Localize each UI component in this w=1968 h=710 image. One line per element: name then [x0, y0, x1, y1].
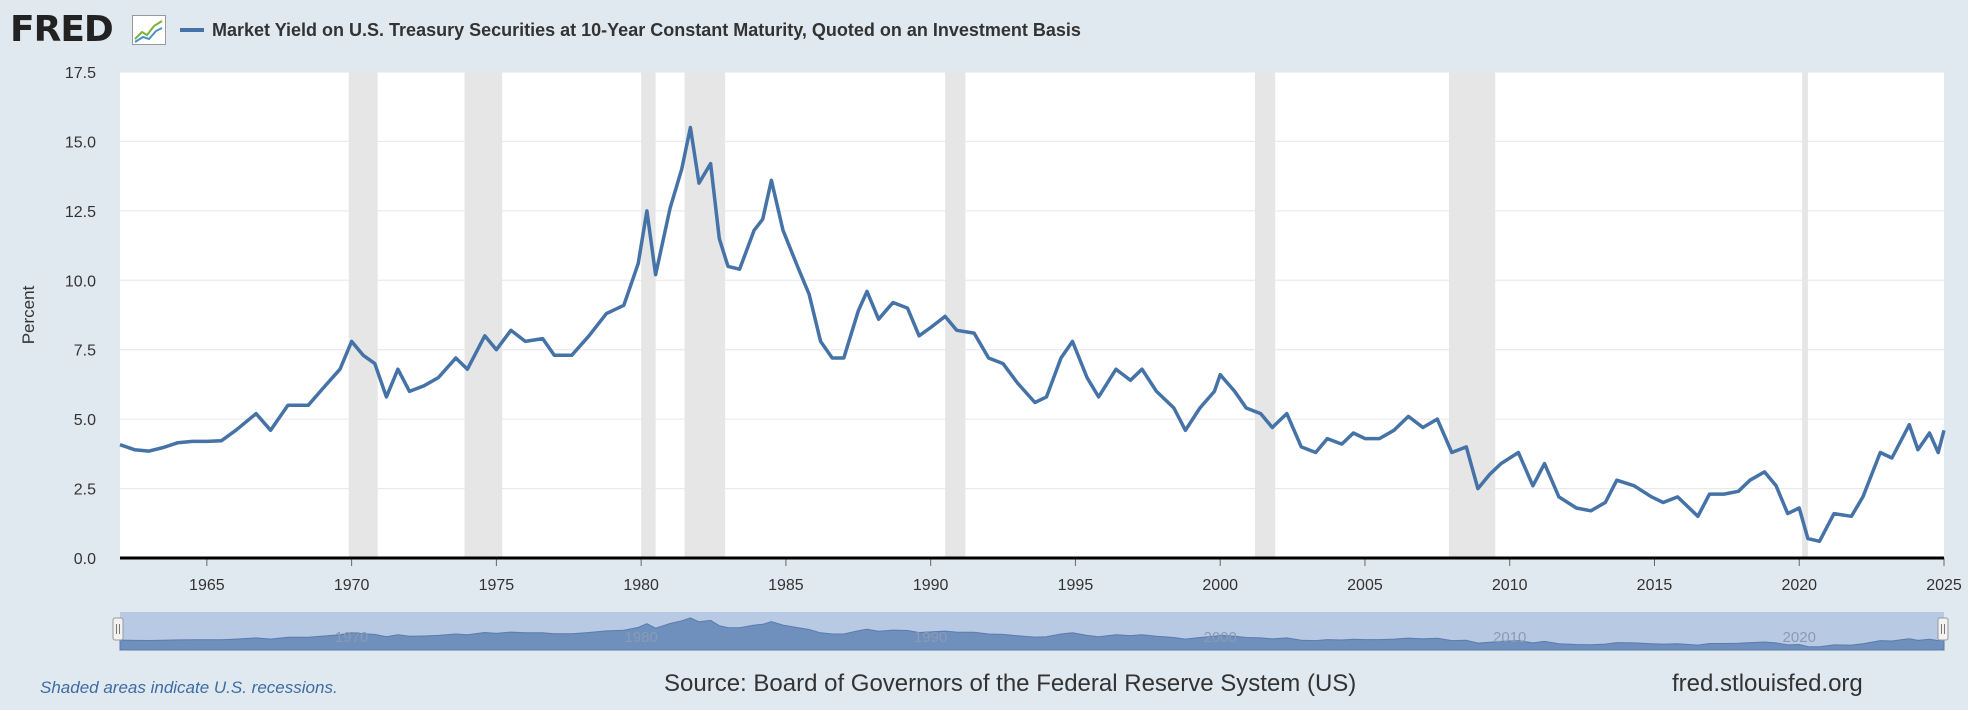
y-tick-label: 17.5 [65, 65, 96, 82]
x-tick-label: 2025 [1926, 577, 1962, 594]
navigator-left-handle[interactable] [112, 617, 124, 641]
x-tick-label: 2020 [1781, 577, 1817, 594]
x-tick-label: 2010 [1492, 577, 1528, 594]
recession-band [684, 72, 726, 558]
navigator-tick-label: 1980 [624, 629, 657, 646]
recession-note: Shaded areas indicate U.S. recessions. [40, 678, 338, 697]
navigator-tick-label: 1990 [914, 629, 947, 646]
x-tick-label: 2005 [1347, 577, 1383, 594]
fred-graph-icon [132, 15, 166, 45]
y-axis-label: Percent [19, 285, 38, 344]
navigator-tick-label: 2010 [1493, 629, 1526, 646]
x-tick-label: 1965 [189, 577, 225, 594]
navigator-tick-label: 2020 [1783, 629, 1816, 646]
x-tick-label: 1975 [479, 577, 515, 594]
fred-logo[interactable]: FRED [10, 9, 114, 50]
recession-band [1254, 72, 1276, 558]
recession-band [945, 72, 966, 558]
source-text: Source: Board of Governors of the Federa… [664, 670, 1357, 697]
recession-band [464, 72, 503, 558]
y-tick-label: 10.0 [65, 273, 96, 290]
y-tick-label: 7.5 [74, 343, 96, 360]
x-tick-label: 1995 [1058, 577, 1094, 594]
x-tick-label: 1980 [623, 577, 659, 594]
navigator-area [119, 617, 1945, 651]
x-tick-label: 1985 [768, 577, 804, 594]
navigator-tick-label: 1970 [335, 629, 368, 646]
navigator-right-handle[interactable] [1937, 617, 1949, 641]
y-tick-label: 2.5 [74, 482, 96, 499]
series-line[interactable] [119, 125, 1946, 544]
recession-band [1448, 72, 1496, 558]
legend-label: Market Yield on U.S. Treasury Securities… [212, 19, 1081, 40]
recession-band [348, 72, 378, 558]
chart-header: FRED Market Yield on U.S. Treasury Secur… [0, 0, 1968, 60]
y-tick-label: 12.5 [65, 204, 96, 221]
x-tick-label: 2000 [1202, 577, 1238, 594]
y-tick-label: 5.0 [74, 412, 96, 429]
recession-band [1802, 72, 1808, 558]
x-tick-label: 1970 [334, 577, 370, 594]
x-tick-label: 1990 [913, 577, 949, 594]
legend-swatch [180, 28, 204, 32]
chart-svg: 0.02.55.07.510.012.515.017.5 1965 1970 197… [19, 65, 1962, 651]
navigator-tick-label: 2000 [1204, 629, 1237, 646]
y-tick-label: 0.0 [74, 551, 96, 568]
plot-area [120, 72, 1944, 558]
x-axis: 1965 1970 1975 1980 1985 1990 1995 2000 2005 2010… [189, 558, 1962, 594]
y-axis: 0.0 2.5 5.0 7.5 10.0 12.5 15.0 17.5 [65, 65, 96, 568]
navigator-ticks: 1970 1980 1990 2000 2010 2020 [335, 629, 1816, 646]
y-tick-label: 15.0 [65, 134, 96, 151]
x-tick-label: 2015 [1637, 577, 1673, 594]
range-navigator[interactable]: 1970 1980 1990 2000 2010 2020 [112, 612, 1949, 651]
chart-legend[interactable]: Market Yield on U.S. Treasury Securities… [180, 18, 1081, 42]
recession-band [641, 72, 656, 558]
recession-bands [348, 72, 1808, 558]
site-link[interactable]: fred.stlouisfed.org [1672, 670, 1863, 697]
